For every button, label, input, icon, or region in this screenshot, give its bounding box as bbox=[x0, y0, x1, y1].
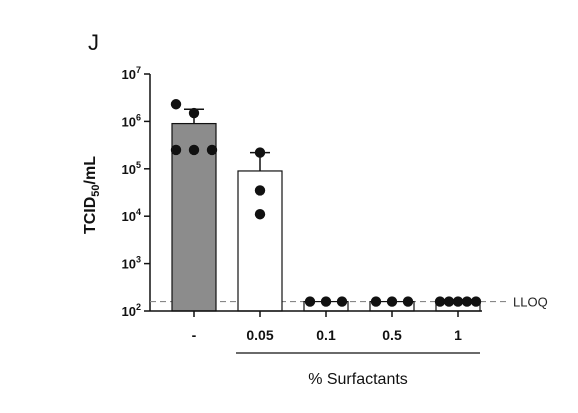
lloq-line: LLOQ bbox=[150, 295, 548, 310]
y-tick-label: 103 bbox=[122, 255, 141, 272]
group-label: % Surfactants bbox=[308, 371, 408, 388]
data-point bbox=[386, 296, 398, 307]
data-point bbox=[402, 296, 414, 307]
data-point bbox=[254, 185, 266, 196]
data-point bbox=[170, 99, 182, 110]
x-tick-label: 0.5 bbox=[382, 327, 402, 343]
data-point bbox=[470, 296, 482, 307]
y-tick-label: 102 bbox=[122, 302, 141, 319]
panel-label: J bbox=[88, 30, 99, 55]
data-point bbox=[188, 107, 200, 119]
x-tick-label: 0.05 bbox=[246, 327, 273, 343]
data-point bbox=[370, 296, 382, 307]
data-point bbox=[206, 144, 218, 156]
x-tick-label: - bbox=[192, 327, 197, 343]
data-point bbox=[443, 296, 455, 307]
y-tick-label: 106 bbox=[122, 112, 141, 129]
data-point bbox=[254, 209, 266, 220]
x-group: % Surfactants bbox=[236, 352, 480, 388]
y-axis: 102 103 104 105 106 107 bbox=[122, 65, 151, 319]
y-axis-title-main: TCID bbox=[82, 197, 99, 234]
y-axis-title: TCID50/mL bbox=[82, 156, 102, 234]
x-tick-label: 1 bbox=[454, 327, 462, 343]
x-tick-label: 0.1 bbox=[316, 327, 336, 343]
y-axis-title-tail: /mL bbox=[82, 156, 99, 185]
data-point bbox=[434, 296, 446, 307]
data-point bbox=[320, 296, 332, 307]
data-point bbox=[188, 144, 200, 156]
y-tick-label: 104 bbox=[122, 207, 141, 224]
data-point bbox=[336, 296, 348, 307]
data-point bbox=[170, 144, 182, 156]
data-points bbox=[170, 99, 482, 307]
data-point bbox=[304, 296, 316, 307]
bars bbox=[171, 108, 481, 312]
data-point bbox=[461, 296, 473, 307]
lloq-label: LLOQ bbox=[513, 295, 548, 310]
x-axis: - 0.05 0.1 0.5 1 bbox=[150, 310, 482, 343]
y-tick-label: 107 bbox=[122, 65, 141, 82]
y-axis-title-subscript: 50 bbox=[90, 184, 102, 196]
svg-text:TCID50/mL: TCID50/mL bbox=[82, 156, 102, 234]
data-point bbox=[452, 296, 464, 307]
data-point bbox=[254, 147, 266, 158]
y-tick-label: 105 bbox=[122, 160, 141, 177]
